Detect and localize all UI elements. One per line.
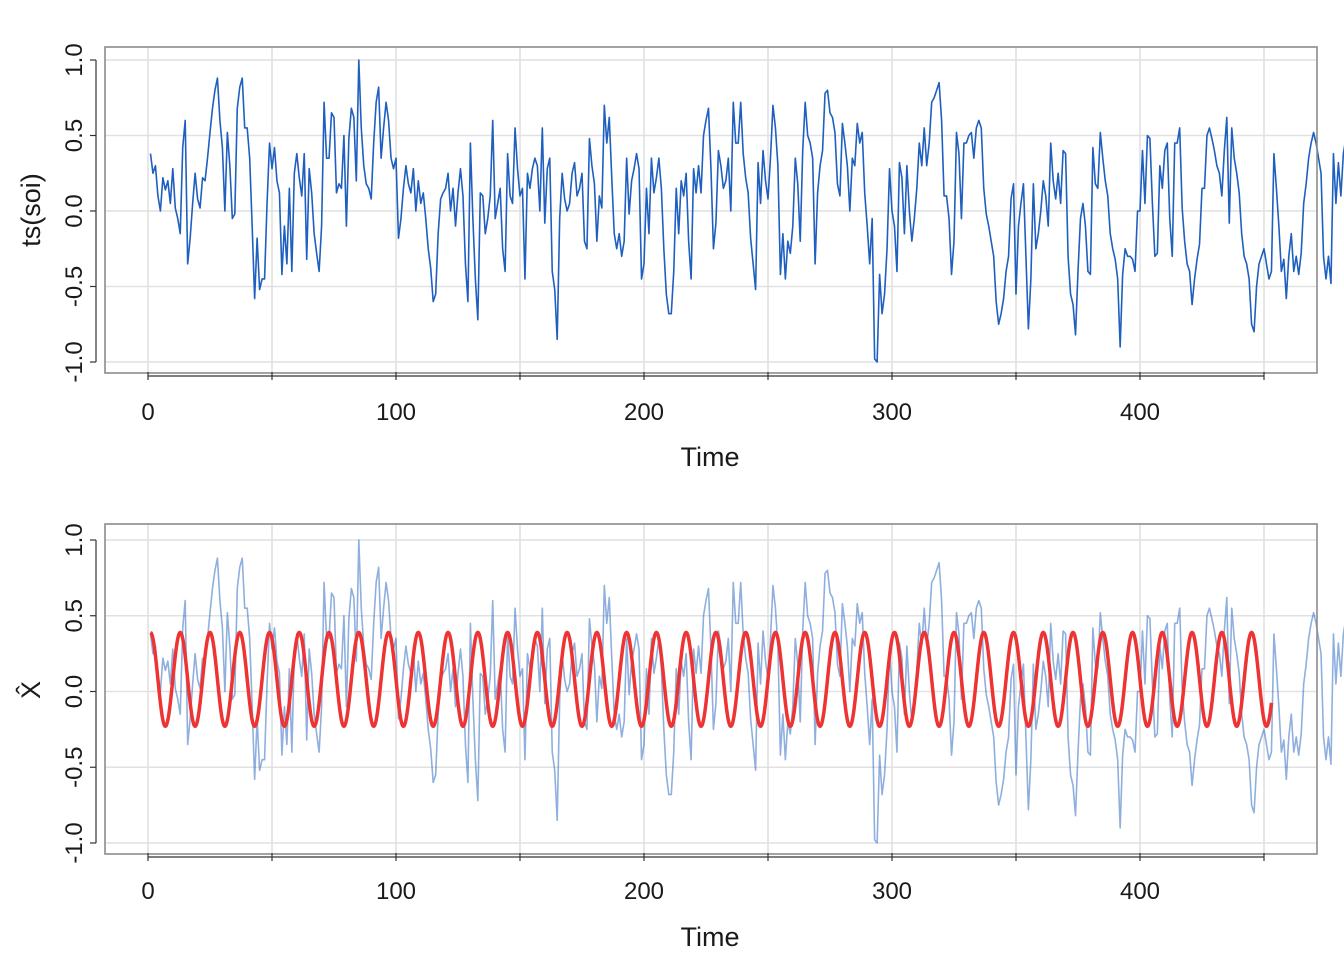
y-tick-label: 0.0 bbox=[61, 194, 88, 227]
bottom-axes: 0 100 200 300 400 -1.0 -0.5 0.0 0.5 1.0 bbox=[61, 523, 1265, 905]
soi-series-line bbox=[149, 59, 1344, 363]
bottom-x-axis-title: Time bbox=[681, 922, 740, 952]
x-tick-label: 200 bbox=[624, 878, 664, 905]
bottom-chart: 0 100 200 300 400 -1.0 -0.5 0.0 0.5 1.0 Time X̂ bbox=[16, 523, 1344, 952]
y-tick-label: 1.0 bbox=[61, 523, 88, 556]
y-tick-label: -1.0 bbox=[61, 822, 88, 863]
x-tick-label: 400 bbox=[1120, 399, 1160, 426]
x-tick-label: 0 bbox=[141, 878, 154, 905]
top-x-axis-title: Time bbox=[681, 442, 740, 472]
x-tick-label: 200 bbox=[624, 399, 664, 426]
x-tick-label: 100 bbox=[376, 878, 416, 905]
y-tick-label: 1.0 bbox=[61, 43, 88, 76]
y-tick-label: 0.5 bbox=[61, 119, 88, 152]
bottom-plot-frame bbox=[104, 523, 1318, 855]
y-tick-label: -0.5 bbox=[61, 747, 88, 788]
top-gridlines bbox=[105, 47, 1317, 373]
top-series bbox=[149, 59, 1344, 363]
x-tick-label: 0 bbox=[141, 399, 154, 426]
fitted-sinusoid-line bbox=[149, 630, 1274, 729]
y-tick-label: 0.5 bbox=[61, 599, 88, 632]
x-tick-label: 100 bbox=[376, 399, 416, 426]
x-tick-label: 300 bbox=[872, 399, 912, 426]
x-tick-label: 400 bbox=[1120, 878, 1160, 905]
bottom-y-axis-title: X̂ bbox=[16, 681, 46, 699]
top-chart: 0 100 200 300 400 -1.0 -0.5 0.0 0.5 1.0 Time ts(s… bbox=[16, 43, 1344, 472]
y-tick-label: -1.0 bbox=[61, 341, 88, 382]
y-tick-label: 0.0 bbox=[61, 675, 88, 708]
top-plot-frame bbox=[104, 46, 1318, 374]
top-y-axis-title: ts(soi) bbox=[16, 173, 46, 247]
y-tick-label: -0.5 bbox=[61, 266, 88, 307]
x-tick-label: 300 bbox=[872, 878, 912, 905]
bottom-series bbox=[149, 539, 1344, 844]
top-axes: 0 100 200 300 400 -1.0 -0.5 0.0 0.5 1.0 bbox=[61, 43, 1265, 426]
bottom-gridlines bbox=[105, 524, 1317, 854]
